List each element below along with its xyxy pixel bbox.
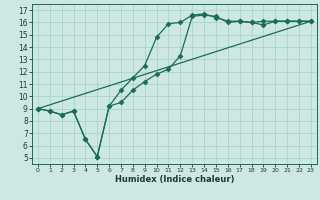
X-axis label: Humidex (Indice chaleur): Humidex (Indice chaleur) (115, 175, 234, 184)
